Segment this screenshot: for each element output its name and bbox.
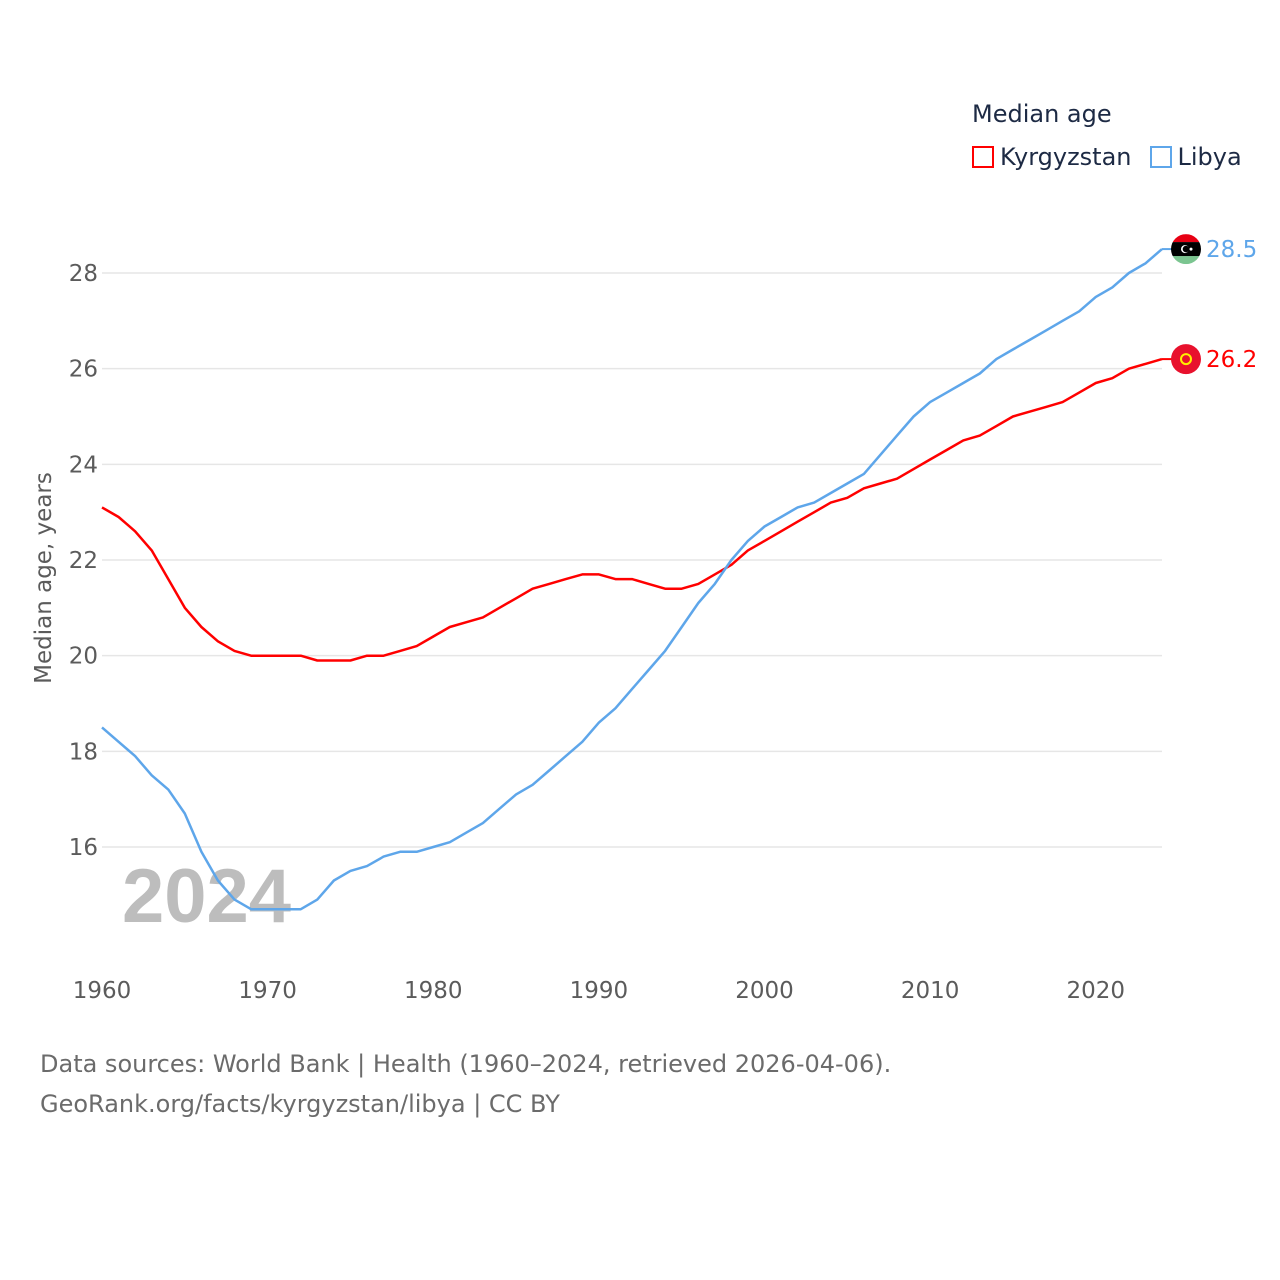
footer: Data sources: World Bank | Health (1960–… bbox=[40, 1044, 891, 1124]
y-tick-label: 26 bbox=[69, 357, 98, 383]
legend-swatch-kyrgyzstan bbox=[972, 146, 994, 168]
series-line-kyrgyzstan[interactable] bbox=[101, 357, 1163, 662]
x-tick-label: 1970 bbox=[238, 978, 297, 1004]
x-tick-label: 1990 bbox=[570, 978, 629, 1004]
year-overlay: 2024 bbox=[122, 854, 291, 939]
data-source-text: Data sources: World Bank | Health (1960–… bbox=[40, 1050, 892, 1078]
x-tick-label: 2010 bbox=[901, 978, 960, 1004]
x-tick-label: 1960 bbox=[73, 978, 132, 1004]
end-value-label: 28.5 bbox=[1206, 237, 1257, 263]
libya-flag-icon bbox=[1171, 234, 1201, 265]
legend-label-libya: Libya bbox=[1177, 143, 1242, 171]
legend: Kyrgyzstan Libya bbox=[972, 143, 1242, 171]
y-tick-label: 16 bbox=[69, 835, 98, 861]
legend-label-kyrgyzstan: Kyrgyzstan bbox=[1000, 143, 1132, 171]
x-tick-label: 2020 bbox=[1066, 978, 1125, 1004]
attribution-link[interactable]: GeoRank.org/facts/kyrgyzstan/libya | CC … bbox=[40, 1090, 560, 1118]
y-tick-label: 18 bbox=[69, 739, 98, 765]
y-tick-label: 20 bbox=[69, 644, 98, 670]
legend-title: Median age bbox=[972, 100, 1112, 128]
legend-swatch-libya bbox=[1149, 146, 1172, 168]
series-line-libya[interactable] bbox=[101, 248, 1163, 911]
y-tick-label: 28 bbox=[69, 261, 98, 287]
y-tick-label: 22 bbox=[69, 548, 98, 574]
legend-item-libya[interactable]: Libya bbox=[1149, 143, 1242, 171]
legend-item-kyrgyzstan[interactable]: Kyrgyzstan bbox=[972, 143, 1132, 171]
kyrgyzstan-flag-icon bbox=[1171, 344, 1201, 375]
end-value-label: 26.2 bbox=[1206, 347, 1257, 373]
y-tick-label: 24 bbox=[69, 452, 98, 478]
x-tick-label: 1980 bbox=[404, 978, 463, 1004]
x-tick-label: 2000 bbox=[735, 978, 794, 1004]
y-axis-label: Median age, years bbox=[31, 472, 57, 684]
